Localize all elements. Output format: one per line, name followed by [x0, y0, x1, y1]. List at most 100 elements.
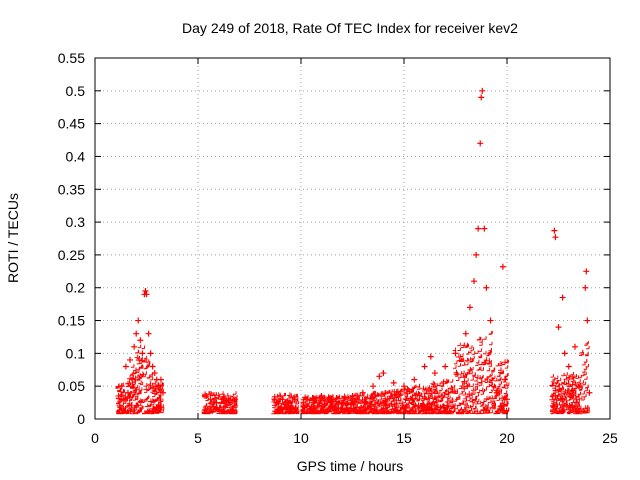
y-tick-label: 0.15	[58, 313, 85, 329]
data-point	[487, 317, 494, 324]
data-point	[219, 396, 226, 403]
data-point	[421, 363, 428, 370]
plot-frame	[94, 57, 611, 420]
data-point	[279, 396, 286, 403]
data-point	[359, 389, 366, 396]
data-point	[376, 373, 383, 380]
y-tick-label: 0.45	[58, 116, 85, 132]
data-point	[551, 227, 558, 234]
data-point	[127, 356, 134, 363]
data-point	[145, 330, 152, 337]
y-tick-label: 0.4	[66, 148, 86, 164]
data-point	[559, 294, 566, 301]
data-point	[504, 396, 510, 403]
data-point	[159, 389, 166, 396]
data-point	[582, 284, 589, 291]
data-point	[475, 225, 482, 232]
data-point	[118, 383, 125, 390]
data-point	[565, 363, 572, 370]
data-point	[552, 234, 559, 241]
data-point	[139, 350, 146, 357]
axis-ticks: 0 5 10 15 20 25 0 0.05 0.1 0.15 0.2 0.25 0.3 0.35 0.4 0…	[58, 50, 618, 446]
data-point	[155, 383, 162, 390]
data-point	[483, 284, 490, 291]
x-tick-label: 15	[396, 430, 412, 446]
data-point	[147, 350, 154, 357]
x-tick-label: 10	[293, 430, 309, 446]
data-point	[466, 304, 473, 311]
marker-cloud	[115, 330, 590, 415]
data-point	[273, 399, 280, 406]
data-point	[571, 343, 578, 350]
data-point	[129, 376, 136, 383]
y-tick-label: 0	[77, 411, 85, 427]
x-tick-label: 5	[194, 430, 202, 446]
y-tick-label: 0.5	[66, 83, 86, 99]
data-point	[328, 396, 335, 403]
data-point	[339, 399, 346, 406]
data-point	[225, 399, 232, 406]
data-point	[133, 330, 140, 337]
data-point	[213, 399, 220, 406]
data-points	[116, 87, 593, 409]
y-tick-label: 0.25	[58, 247, 85, 263]
data-point	[555, 324, 562, 331]
data-point	[401, 383, 407, 390]
data-point	[318, 393, 325, 400]
x-axis-label: GPS time / hours	[297, 458, 404, 474]
y-tick-label: 0.3	[66, 214, 86, 230]
data-point	[431, 370, 438, 377]
data-point	[149, 363, 156, 370]
y-axis-label: ROTI / TECUs	[5, 193, 21, 283]
data-point	[203, 393, 210, 400]
data-point	[390, 379, 397, 386]
data-point	[116, 402, 123, 409]
x-tick-label: 20	[499, 430, 515, 446]
data-point	[135, 317, 142, 324]
data-point	[478, 94, 485, 101]
data-point	[142, 288, 149, 295]
data-point	[207, 396, 214, 403]
data-point	[380, 370, 387, 377]
chart-title: Day 249 of 2018, Rate Of TEC Index for r…	[182, 20, 518, 36]
data-point	[124, 389, 131, 396]
data-point	[452, 350, 459, 357]
y-tick-label: 0.55	[58, 50, 85, 66]
marker-cloud-path	[115, 330, 590, 415]
data-point	[370, 383, 377, 390]
data-point	[442, 363, 449, 370]
data-point	[583, 268, 590, 275]
data-point	[499, 263, 506, 270]
data-point	[427, 353, 434, 360]
data-point	[481, 225, 488, 232]
data-point	[232, 396, 239, 403]
y-tick-label: 0.2	[66, 280, 86, 296]
data-point	[304, 396, 311, 403]
data-point	[120, 396, 127, 403]
data-point	[576, 383, 583, 390]
data-point	[131, 343, 138, 350]
data-point	[561, 350, 568, 357]
data-point	[477, 140, 484, 147]
y-tick-label: 0.35	[58, 181, 85, 197]
data-point	[584, 317, 591, 324]
grid-lines	[95, 58, 610, 419]
data-point	[291, 396, 298, 403]
data-point	[151, 370, 158, 377]
data-point	[137, 337, 144, 344]
data-point	[473, 251, 480, 258]
data-point	[479, 87, 486, 94]
x-tick-label: 0	[91, 430, 99, 446]
data-point	[501, 376, 508, 383]
data-point	[157, 376, 164, 383]
data-point	[122, 363, 129, 370]
data-point	[143, 291, 150, 298]
data-point	[285, 399, 292, 406]
y-tick-label: 0.05	[58, 378, 85, 394]
y-tick-label: 0.1	[66, 345, 86, 361]
data-point	[586, 389, 593, 396]
data-point	[462, 330, 469, 337]
data-point	[493, 389, 500, 396]
